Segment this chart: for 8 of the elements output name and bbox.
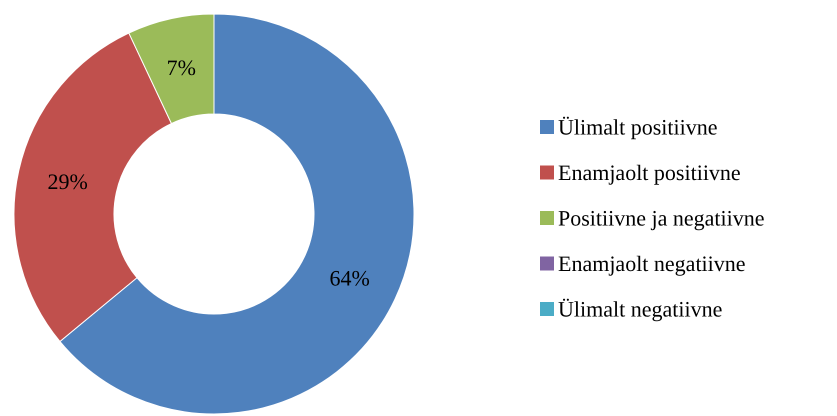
legend-label: Enamjaolt negatiivne [558, 251, 746, 276]
data-label: 7% [166, 55, 196, 80]
data-label: 64% [330, 265, 370, 290]
legend-label: Ülimalt positiivne [558, 114, 718, 140]
legend-label: Positiivne ja negatiivne [558, 206, 765, 230]
data-label: 29% [47, 168, 88, 194]
legend-label: Enamjaolt positiivne [558, 160, 741, 185]
legend-label: Ülimalt negatiivne [558, 296, 722, 322]
